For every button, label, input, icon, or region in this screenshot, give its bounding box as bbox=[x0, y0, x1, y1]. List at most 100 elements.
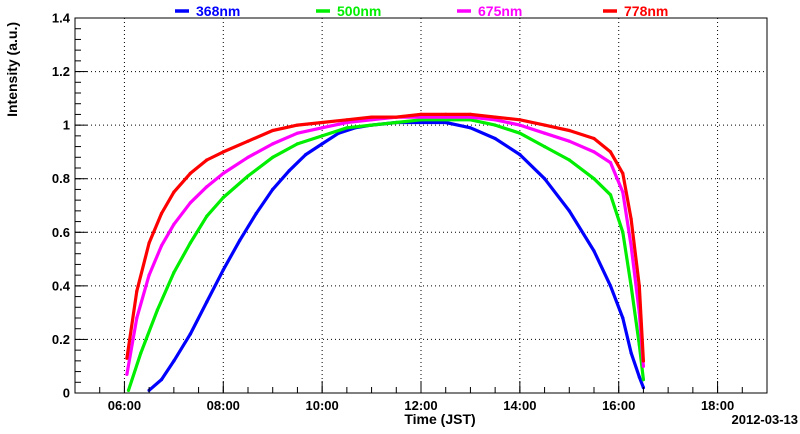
legend-label: 368nm bbox=[196, 3, 240, 19]
data-point-675nm bbox=[629, 244, 633, 248]
data-point-368nm bbox=[271, 187, 275, 191]
data-point-778nm bbox=[637, 284, 641, 288]
data-point-500nm bbox=[394, 120, 398, 125]
legend-label: 675nm bbox=[478, 3, 522, 19]
data-point-368nm bbox=[444, 120, 448, 125]
data-point-675nm bbox=[567, 139, 571, 143]
data-point-778nm bbox=[621, 171, 625, 175]
data-point-500nm bbox=[221, 195, 225, 200]
data-point-368nm bbox=[468, 126, 472, 130]
legend-label: 778nm bbox=[624, 3, 668, 19]
data-point-675nm bbox=[135, 316, 139, 320]
data-point-675nm bbox=[271, 142, 275, 146]
data-point-675nm bbox=[518, 123, 522, 127]
date-label: 2012-03-13 bbox=[732, 412, 799, 427]
data-point-675nm bbox=[188, 201, 192, 205]
x-tick-label: 08:00 bbox=[207, 398, 240, 413]
data-point-675nm bbox=[641, 364, 646, 368]
data-point-778nm bbox=[188, 171, 192, 175]
data-point-675nm bbox=[125, 372, 129, 376]
data-point-500nm bbox=[271, 155, 275, 159]
data-point-778nm bbox=[543, 123, 547, 127]
data-point-778nm bbox=[295, 123, 299, 127]
data-layer bbox=[125, 112, 646, 392]
data-point-675nm bbox=[444, 115, 448, 119]
data-point-675nm bbox=[608, 161, 613, 165]
y-tick-label: 0.2 bbox=[52, 332, 70, 347]
data-point-778nm bbox=[629, 217, 633, 221]
data-point-500nm bbox=[205, 214, 209, 218]
data-point-675nm bbox=[172, 222, 176, 226]
data-point-500nm bbox=[518, 131, 522, 135]
grid bbox=[75, 18, 767, 393]
data-point-368nm bbox=[592, 249, 596, 253]
data-point-368nm bbox=[221, 268, 225, 272]
data-point-500nm bbox=[567, 158, 571, 162]
data-point-675nm bbox=[295, 131, 299, 135]
data-point-368nm bbox=[629, 351, 633, 355]
data-point-500nm bbox=[155, 308, 159, 312]
data-point-675nm bbox=[205, 185, 209, 189]
data-point-778nm bbox=[608, 150, 613, 154]
data-point-368nm bbox=[637, 375, 641, 379]
data-point-675nm bbox=[246, 155, 250, 159]
data-point-368nm bbox=[304, 153, 308, 157]
data-point-368nm bbox=[254, 211, 258, 216]
data-point-500nm bbox=[295, 142, 299, 146]
data-point-368nm bbox=[287, 169, 291, 173]
data-point-778nm bbox=[641, 359, 646, 363]
data-point-675nm bbox=[345, 120, 349, 125]
data-point-778nm bbox=[419, 112, 423, 116]
data-point-368nm bbox=[567, 209, 571, 213]
data-point-368nm bbox=[172, 359, 176, 363]
x-tick-label: 06:00 bbox=[108, 398, 141, 413]
data-point-500nm bbox=[621, 230, 625, 234]
data-point-500nm bbox=[419, 118, 423, 122]
data-point-778nm bbox=[271, 128, 275, 133]
x-tick-label: 10:00 bbox=[306, 398, 339, 413]
y-tick-label: 0.4 bbox=[52, 278, 71, 293]
data-point-500nm bbox=[543, 145, 547, 149]
data-point-368nm bbox=[493, 136, 497, 141]
y-tick-label: 0.8 bbox=[52, 171, 70, 186]
data-point-500nm bbox=[592, 177, 596, 181]
x-axis-title: Time (JST) bbox=[404, 411, 475, 427]
data-point-368nm bbox=[238, 238, 242, 242]
data-point-675nm bbox=[419, 115, 423, 119]
data-point-500nm bbox=[139, 351, 143, 355]
x-tick-label: 16:00 bbox=[602, 398, 635, 413]
data-point-500nm bbox=[370, 123, 374, 127]
data-point-675nm bbox=[221, 171, 225, 175]
data-point-675nm bbox=[468, 115, 472, 119]
data-point-500nm bbox=[493, 123, 497, 127]
data-point-675nm bbox=[147, 273, 151, 277]
y-axis-title: Intensity (a.u.) bbox=[4, 22, 20, 117]
data-point-778nm bbox=[221, 150, 225, 154]
data-point-778nm bbox=[320, 120, 324, 125]
data-point-368nm bbox=[159, 378, 164, 382]
data-point-778nm bbox=[394, 115, 398, 119]
data-point-675nm bbox=[370, 118, 374, 122]
data-point-500nm bbox=[126, 388, 131, 392]
data-point-675nm bbox=[543, 131, 547, 135]
data-point-368nm bbox=[205, 300, 209, 304]
data-point-675nm bbox=[159, 244, 164, 248]
data-point-368nm bbox=[518, 153, 522, 157]
legend-label: 500nm bbox=[337, 3, 381, 19]
data-point-368nm bbox=[320, 142, 324, 146]
data-point-778nm bbox=[493, 115, 497, 119]
y-tick-label: 0 bbox=[63, 386, 70, 401]
data-point-778nm bbox=[159, 211, 164, 216]
data-point-500nm bbox=[188, 241, 192, 245]
data-point-778nm bbox=[592, 136, 596, 141]
data-point-778nm bbox=[468, 112, 472, 116]
data-point-675nm bbox=[592, 150, 596, 154]
data-point-500nm bbox=[468, 118, 472, 122]
data-point-778nm bbox=[172, 190, 176, 194]
data-point-778nm bbox=[246, 139, 250, 143]
data-point-500nm bbox=[246, 174, 250, 178]
data-point-368nm bbox=[188, 332, 192, 336]
data-point-500nm bbox=[444, 118, 448, 122]
